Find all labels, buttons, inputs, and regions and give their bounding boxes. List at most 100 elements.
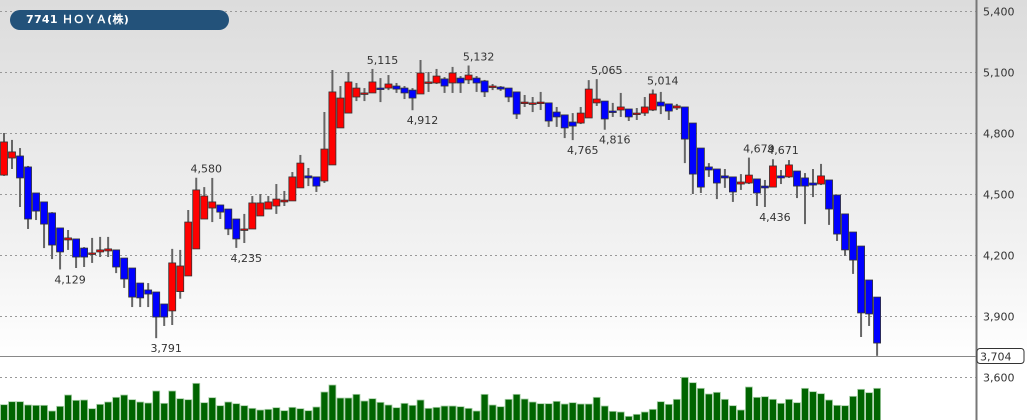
candle-down (440, 78, 449, 87)
volume-bar (464, 407, 473, 420)
volume-bar (272, 407, 281, 420)
volume-bar (472, 410, 481, 420)
candle-down (400, 87, 409, 94)
volume-bar (256, 409, 265, 420)
candle-down (688, 122, 697, 175)
volume-bar (296, 408, 305, 420)
low-annotation: 4,436 (759, 211, 791, 224)
candle-up (769, 165, 777, 188)
volume-bar (160, 402, 169, 420)
volume-bar (616, 411, 625, 420)
candle-up (8, 151, 16, 159)
high-annotation: 5,014 (647, 74, 679, 87)
volume-bar (552, 400, 561, 420)
volume-bar (721, 398, 729, 420)
candle-down (24, 166, 32, 220)
candle-down (624, 108, 633, 118)
candle-down (216, 204, 225, 213)
candle-up (168, 262, 177, 312)
candle-down (857, 245, 865, 314)
candle-down (696, 147, 705, 188)
volume-bar (16, 401, 24, 420)
candle-up (632, 112, 641, 115)
candle-up (536, 101, 545, 104)
candle-up (785, 164, 793, 178)
volume-bar (344, 397, 353, 420)
volume-bar (624, 415, 633, 420)
candle-down (392, 85, 401, 90)
candle-up (464, 74, 473, 81)
candle-up (640, 106, 649, 114)
candle-up (0, 141, 8, 176)
candle-down (72, 238, 80, 258)
volume-bar (184, 399, 193, 420)
candle-up (192, 189, 201, 250)
volume-bar (648, 408, 657, 420)
candle-down (729, 176, 737, 193)
candle-down (312, 176, 321, 187)
volume-bar (801, 387, 809, 420)
low-annotation: 4,912 (407, 114, 439, 127)
low-annotation: 4,765 (567, 144, 599, 157)
volume-bar (312, 406, 321, 420)
candle-down (376, 87, 385, 90)
candle-down (865, 279, 873, 315)
candle-up (745, 174, 753, 184)
volume-bar (328, 384, 337, 420)
volume-bar (873, 387, 881, 420)
low-annotation: 3,791 (150, 342, 182, 355)
volume-bar (688, 382, 697, 420)
volume-bar (376, 401, 385, 420)
candle-up (384, 83, 393, 89)
candle-down (504, 87, 513, 98)
candle-down (32, 192, 40, 212)
candle-down (56, 227, 64, 253)
volume-bar (640, 411, 649, 420)
candle-up (336, 97, 345, 129)
volume-bar (432, 406, 441, 420)
candle-up (256, 202, 265, 217)
high-annotation: 4,679 (743, 143, 775, 156)
volume-bar (584, 403, 593, 420)
volume-bar (785, 398, 793, 420)
volume-bar (368, 398, 377, 420)
y-tick-label: 4,500 (983, 189, 1015, 202)
candle-up (352, 87, 361, 98)
volume-bar (841, 405, 849, 420)
high-annotation: 4,671 (767, 144, 799, 157)
candle-down (793, 170, 801, 187)
volume-bar (424, 407, 433, 420)
volume-bar (696, 387, 705, 420)
volume-bar (64, 394, 72, 420)
volume-bar (144, 402, 153, 420)
candle-down (777, 175, 785, 179)
volume-bar (352, 393, 361, 420)
volume-bar (745, 386, 753, 420)
volume-bar (833, 404, 841, 420)
volume-bar (32, 404, 40, 420)
candle-up (616, 106, 625, 111)
volume-bar (224, 401, 233, 420)
y-tick-label: 4,800 (983, 128, 1015, 141)
candle-down (873, 296, 881, 344)
candle-up (248, 202, 257, 230)
candle-up (592, 98, 601, 104)
candle-down (40, 201, 48, 225)
candle-down (128, 267, 137, 298)
volume-bar (817, 393, 825, 420)
volume-bar (560, 403, 569, 420)
candle-up (368, 81, 377, 94)
candle-down (496, 86, 505, 90)
candle-up (272, 198, 281, 207)
volume-bar (128, 399, 137, 420)
volume-bar (112, 396, 121, 420)
candle-down (136, 282, 145, 299)
volume-bar (480, 393, 489, 420)
volume-bar (456, 406, 465, 420)
candle-down (664, 103, 673, 112)
volume-bar (80, 399, 88, 420)
candle-down (144, 289, 153, 295)
candle-down (809, 182, 817, 186)
volume-bar (408, 404, 417, 420)
volume-bar (769, 398, 777, 420)
